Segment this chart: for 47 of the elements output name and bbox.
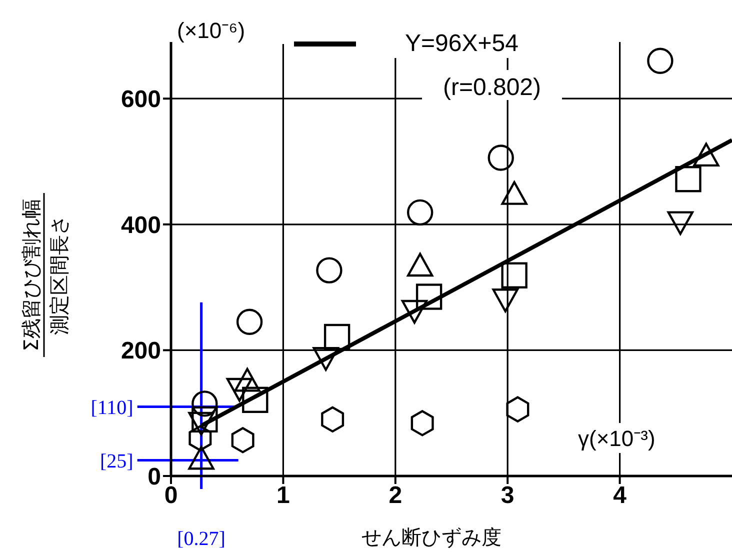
point bbox=[192, 406, 218, 432]
annotation: (×10⁻⁶) bbox=[177, 18, 246, 43]
point bbox=[506, 396, 530, 422]
point bbox=[675, 166, 702, 192]
ref-line-label: [110] bbox=[90, 396, 134, 419]
x-tick-label: 3 bbox=[500, 482, 514, 510]
x-tick-label: 4 bbox=[613, 482, 628, 510]
point bbox=[188, 412, 214, 436]
point bbox=[410, 410, 434, 436]
point bbox=[188, 446, 214, 470]
point bbox=[501, 181, 528, 205]
point bbox=[416, 284, 442, 310]
y-tick-label: 0 bbox=[148, 464, 161, 491]
y-axis-title: Σ残留ひび割れ幅 bbox=[19, 198, 43, 352]
point bbox=[312, 347, 339, 371]
y-tick-label: 400 bbox=[120, 212, 161, 239]
x-tick-label: 0 bbox=[164, 482, 178, 510]
point bbox=[321, 406, 344, 432]
x-tick-label: 2 bbox=[388, 482, 402, 510]
point bbox=[231, 427, 254, 454]
point bbox=[406, 199, 434, 226]
point bbox=[492, 288, 518, 312]
point bbox=[647, 48, 674, 74]
point bbox=[234, 368, 260, 392]
point bbox=[188, 425, 212, 452]
point bbox=[406, 252, 434, 277]
point bbox=[242, 386, 268, 413]
point bbox=[236, 308, 263, 335]
point bbox=[401, 300, 428, 324]
point bbox=[226, 378, 253, 402]
y-tick-label: 200 bbox=[120, 338, 161, 365]
text: 測定区間長さ bbox=[47, 215, 71, 335]
point bbox=[667, 211, 694, 235]
annotation: (r=0.802) bbox=[442, 74, 542, 101]
point bbox=[324, 324, 350, 350]
legend-label: Y=96X+54 bbox=[405, 30, 518, 58]
x-tick-label: 1 bbox=[276, 482, 290, 510]
y-tick-label: 600 bbox=[120, 86, 161, 114]
point bbox=[192, 390, 218, 417]
point bbox=[693, 142, 720, 167]
point bbox=[488, 144, 514, 171]
ref-line-label: [0.27] bbox=[177, 528, 226, 550]
point bbox=[501, 262, 528, 288]
point bbox=[316, 257, 342, 284]
x-axis-title: せん断ひずみ度 bbox=[362, 527, 502, 549]
annotation: γ(×10⁻³) bbox=[578, 426, 656, 451]
ref-line-label: [25] bbox=[100, 450, 134, 472]
